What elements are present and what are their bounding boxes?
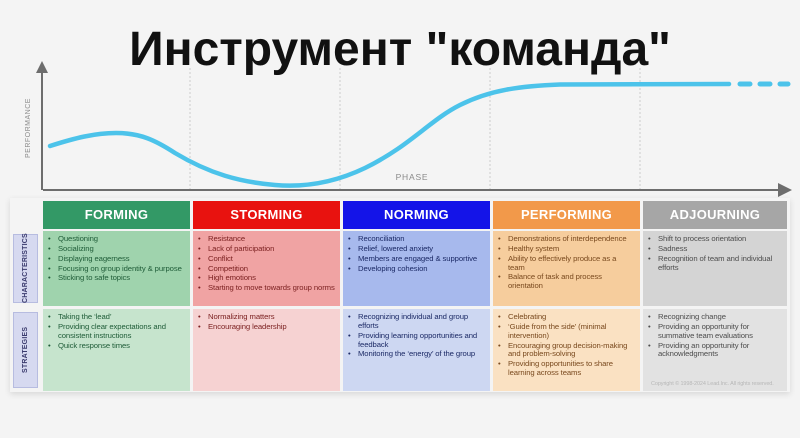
svg-text:PERFORMANCE: PERFORMANCE (25, 98, 32, 158)
svg-text:PHASE: PHASE (396, 172, 429, 182)
